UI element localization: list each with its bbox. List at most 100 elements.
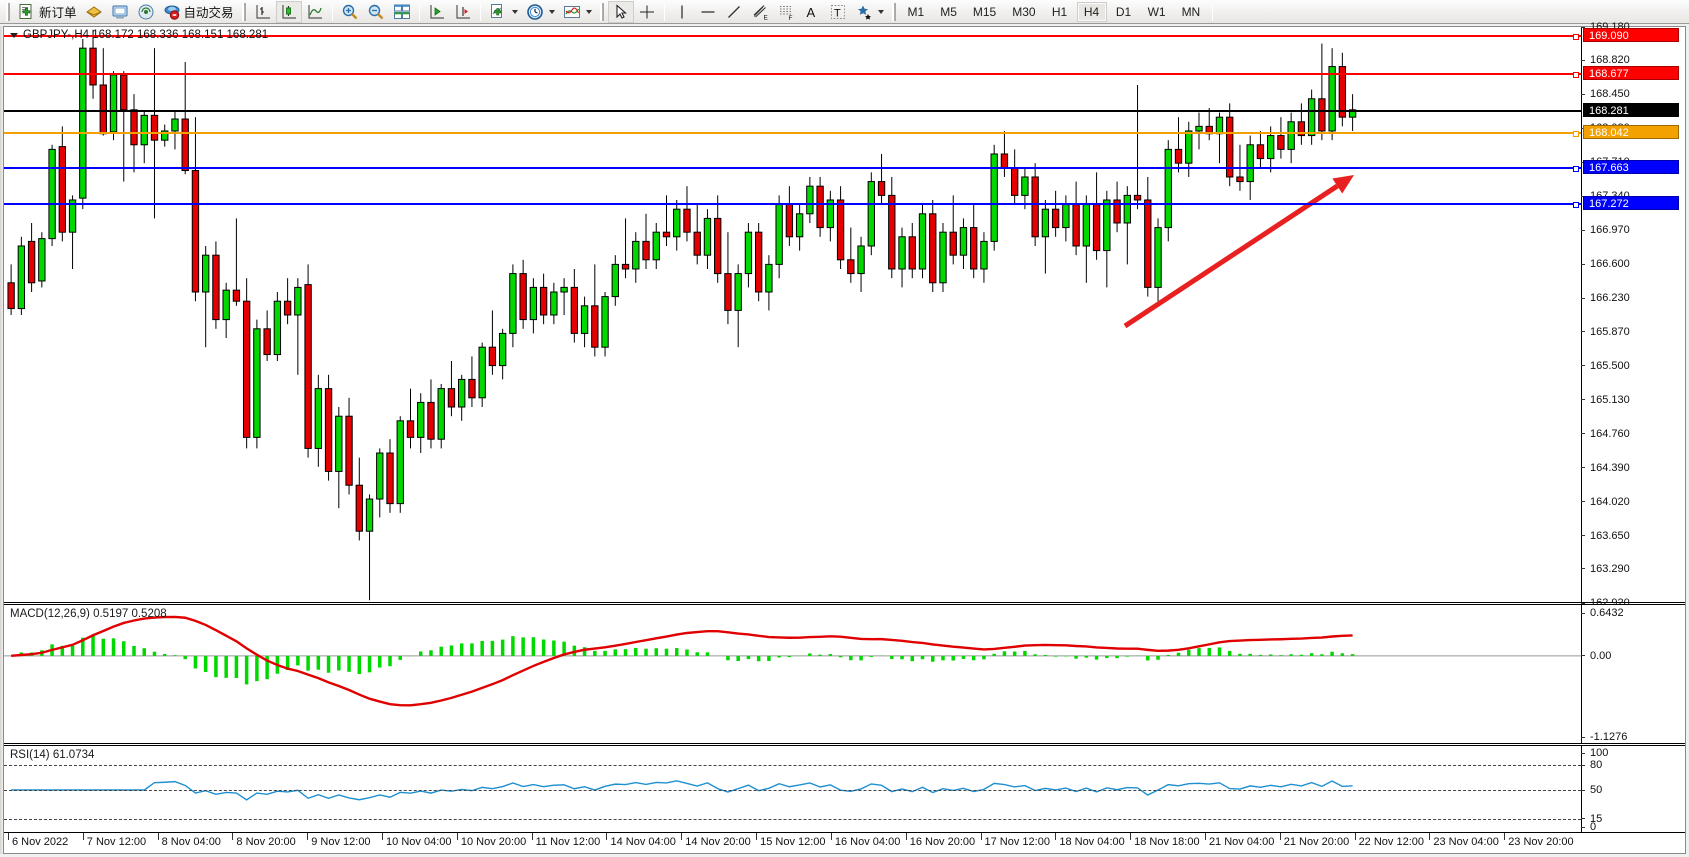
zoom-out-button[interactable] [363,1,389,23]
time-tick-label: 16 Nov 04:00 [834,836,901,848]
autotrading-label: 自动交易 [183,6,234,20]
time-tick-mark [830,833,832,840]
price-tick: 168.450 [1581,87,1685,101]
rsi-plot-area[interactable] [4,746,1581,833]
macd-tick: -1.1276 [1581,730,1685,744]
expert-advisors-button[interactable] [107,1,133,23]
price-scale[interactable]: 169.180168.820168.450168.080167.710167.3… [1581,21,1685,609]
equidistant-channel-tool[interactable]: E [747,1,773,23]
price-tick-label: 166.600 [1590,258,1630,271]
cursor-icon [615,3,627,19]
timeframe-d1[interactable]: D1 [1115,4,1132,19]
current-price-tag: 168.281 [1583,102,1679,117]
shapes-icon [857,5,871,20]
support-1-handle[interactable] [1573,165,1579,172]
chevron-down-icon-4[interactable] [877,9,884,14]
text-label-tool[interactable]: T [825,1,851,23]
macd-tick-label: -1.1276 [1590,731,1628,743]
chart-vertical-scrollbar[interactable] [0,26,3,854]
support-2-handle[interactable] [1573,201,1579,208]
timeframe-m30[interactable]: M30 [1012,4,1036,19]
resistance-1-handle[interactable] [1573,72,1579,79]
support-1-line[interactable] [4,165,1581,172]
timeframe-h1[interactable]: H1 [1051,4,1068,19]
time-tick-label: 18 Nov 18:00 [1134,836,1200,848]
toolbar-grip[interactable] [6,2,10,21]
candlestick-chart-button[interactable] [275,0,302,23]
macd-plot-area[interactable] [4,605,1581,743]
rsi-tick-label: 0 [1590,821,1597,833]
time-tick-mark [681,833,683,840]
rsi-title: RSI(14) 61.0734 [10,749,95,761]
toolbar-separator-3 [479,2,481,21]
autotrading-button[interactable]: 自动交易 [159,1,238,23]
rsi-pane: RSI(14) 61.0734 100 80 50 15 0 [4,745,1685,833]
crosshair-icon [639,5,654,18]
price-tick: 163.650 [1581,529,1685,543]
bullish-arrow[interactable] [1123,175,1354,329]
chart-shift-button[interactable] [424,1,450,23]
cursor-tool[interactable] [607,0,634,23]
trendline-tool[interactable] [721,1,747,23]
toolbar-separator-2 [418,2,420,21]
timeframe-m5[interactable]: M5 [940,4,957,19]
new-order-button[interactable]: 新订单 [14,1,81,23]
timeframe-m15[interactable]: M15 [972,4,997,19]
signals-button[interactable] [133,1,159,23]
chevron-down-icon-2[interactable] [548,9,555,14]
time-tick-label: 9 Nov 12:00 [311,836,371,848]
text-tool[interactable]: A [799,1,825,23]
line-chart-icon [307,4,322,19]
crosshair-tool[interactable] [634,1,660,23]
fibonacci-tool[interactable]: F [773,1,799,23]
toolbar-grip-2[interactable] [241,2,246,21]
collapse-triangle-icon[interactable] [10,32,18,38]
bar-chart-button[interactable] [250,1,276,23]
chevron-down-icon[interactable] [511,9,518,14]
timeframe-m1[interactable]: M1 [907,4,925,19]
macd-tick: 0.00 [1581,649,1685,663]
support-2-line[interactable] [4,201,1581,208]
vertical-line-tool[interactable] [669,1,695,23]
price-tick-label: 168.450 [1590,88,1630,101]
metaeditor-button[interactable] [81,1,107,23]
toolbar-grip-3[interactable] [599,2,604,21]
chart-shift-icon [429,4,444,19]
resistance-2-line[interactable] [4,34,1581,41]
resistance-2-tag: 169.090 [1583,28,1679,43]
price-tick-label: 165.500 [1590,359,1630,372]
price-tick: 163.290 [1581,562,1685,576]
time-tick-mark [8,833,9,840]
price-tick: 166.230 [1581,291,1685,305]
shapes-tool[interactable] [851,1,888,23]
time-tick-mark [905,833,907,840]
tile-windows-button[interactable] [389,1,415,23]
time-axis[interactable]: 6 Nov 2022 7 Nov 12:00 8 Nov 04:00 8 Nov 20… [4,832,1685,853]
resistance-2-handle[interactable] [1573,34,1579,41]
new-chart-icon [490,3,502,18]
auto-scroll-button[interactable] [450,1,476,23]
pivot-handle[interactable] [1573,130,1579,137]
current-price-line[interactable] [4,109,1581,112]
new-chart-button[interactable] [485,1,522,23]
price-tick-label: 165.130 [1590,393,1630,406]
resistance-1-line[interactable] [4,72,1581,79]
timeframe-h4[interactable]: H4 [1076,1,1107,22]
zoom-in-button[interactable] [337,1,363,23]
toolbar-grip-4[interactable] [891,2,896,21]
time-tick-mark [232,833,234,840]
horizontal-line-tool[interactable] [695,1,721,23]
macd-tick-label: 0.6432 [1590,607,1624,619]
periodicity-button[interactable] [522,1,559,23]
timeframe-w1[interactable]: W1 [1147,4,1166,19]
pivot-line[interactable] [4,130,1581,137]
chevron-down-icon-3[interactable] [585,9,592,14]
timeframe-mn[interactable]: MN [1181,4,1201,19]
zoom-in-icon [342,4,357,19]
line-chart-button[interactable] [302,1,328,23]
price-plot-area[interactable] [4,27,1581,602]
time-tick-mark [1504,833,1506,840]
new-order-label: 新订单 [39,6,77,20]
indicators-button[interactable] [559,1,596,23]
rsi-tick: 80 [1581,758,1685,772]
